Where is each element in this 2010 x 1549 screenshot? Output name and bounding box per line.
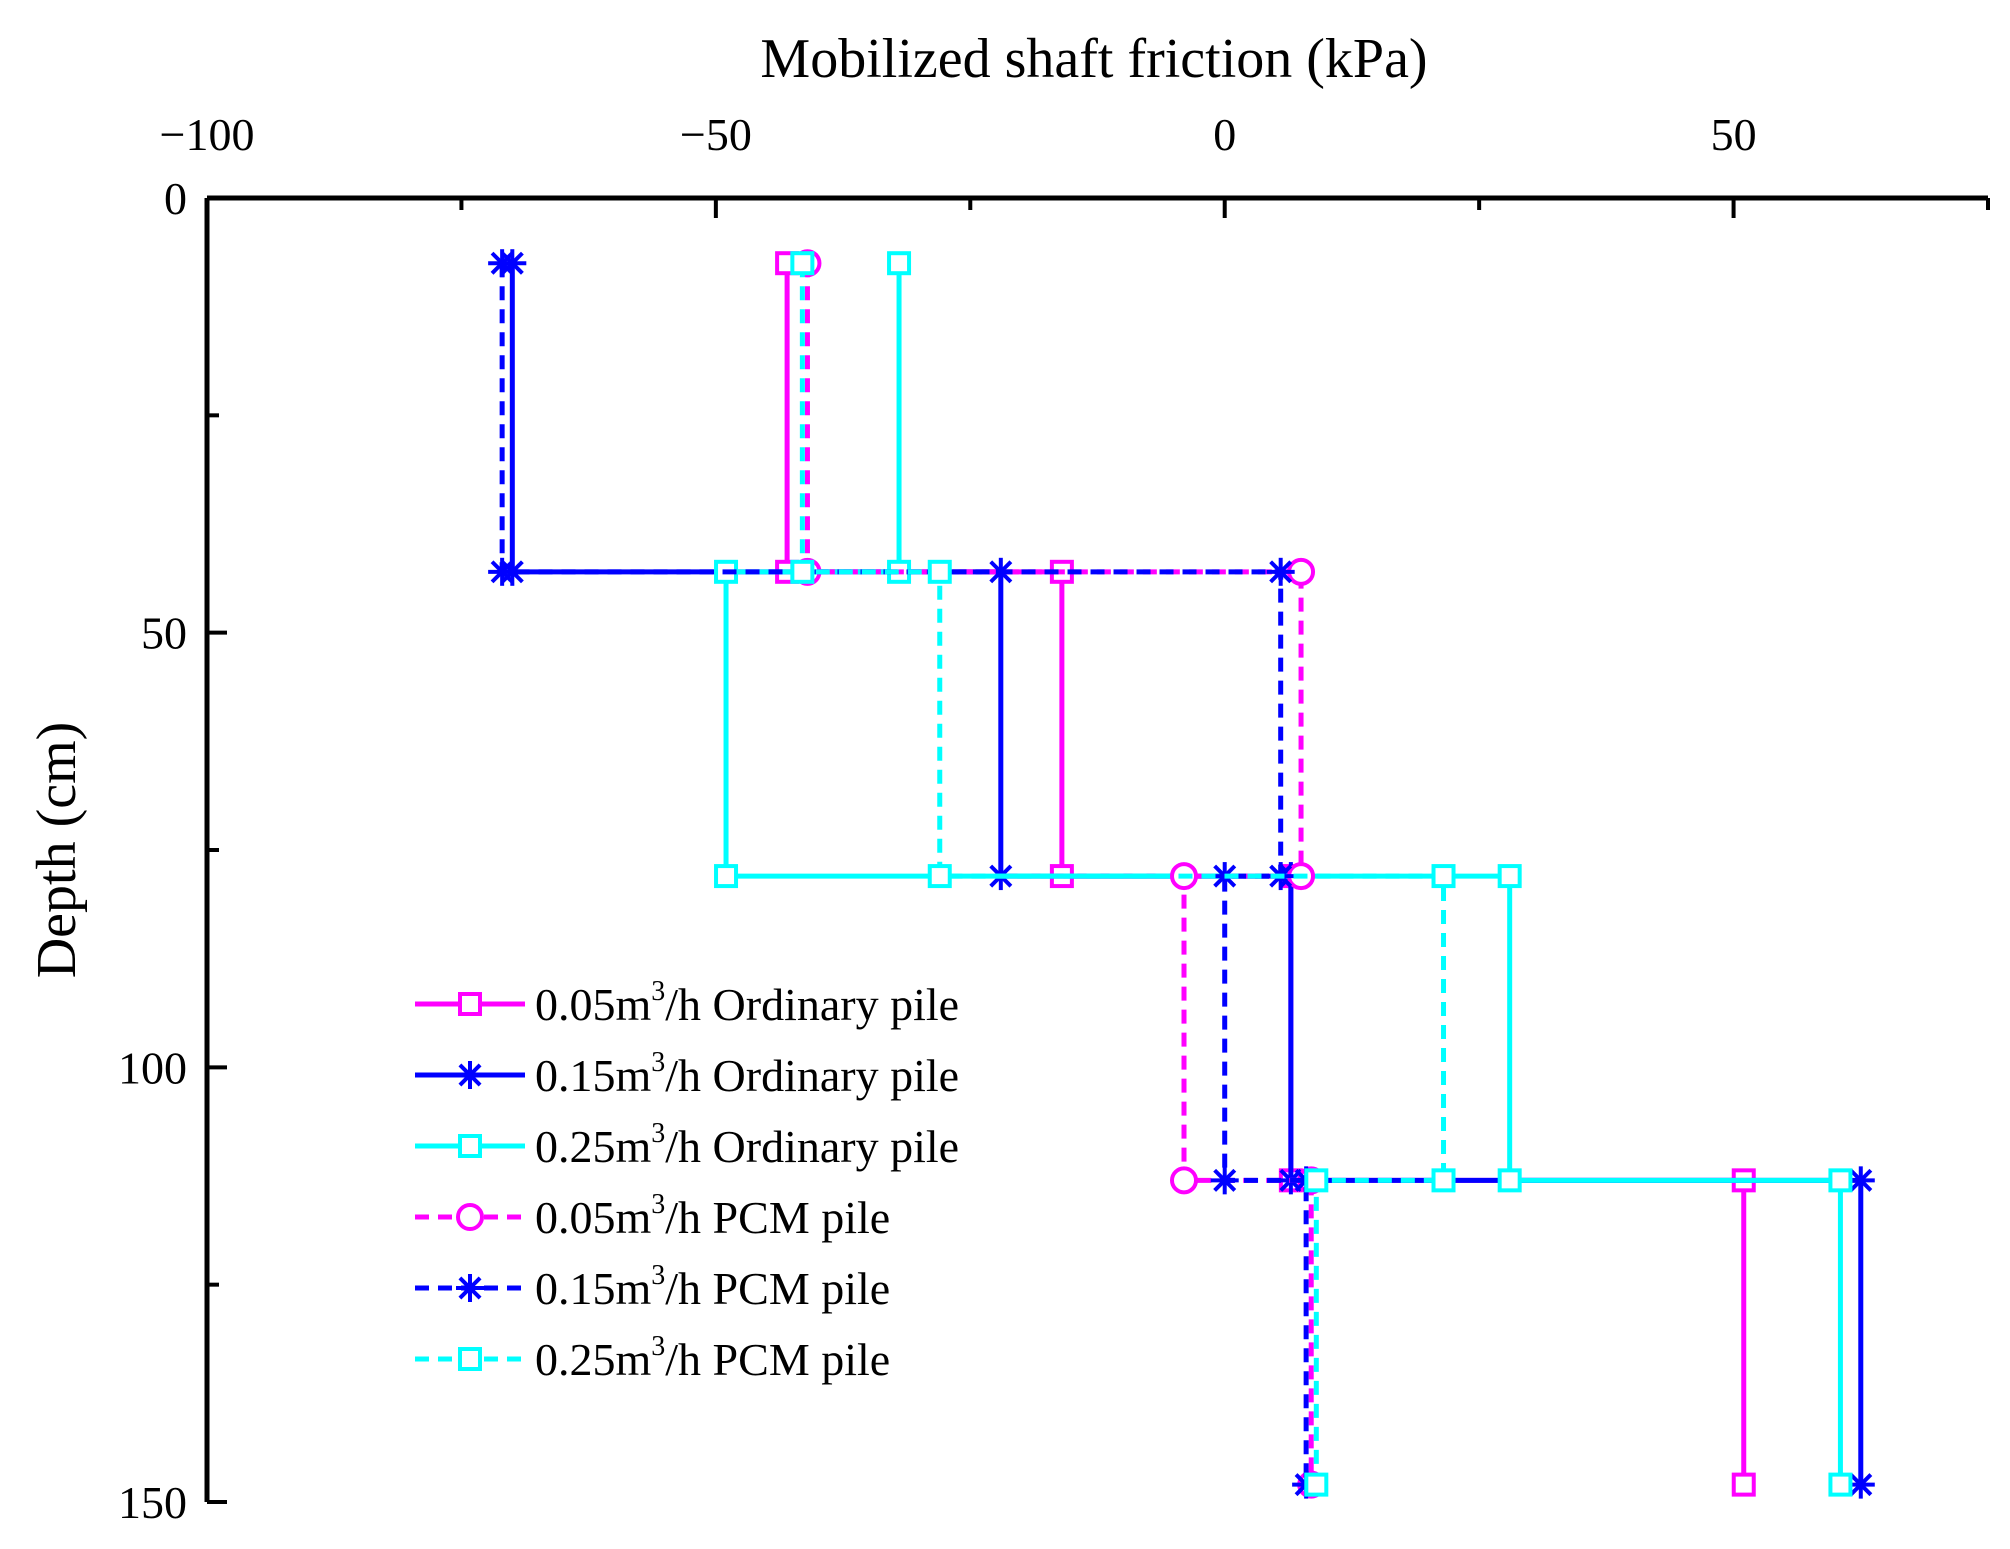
data-point [1266, 557, 1295, 586]
data-point [1431, 1168, 1456, 1193]
y-tick-label: 0 [164, 173, 187, 224]
data-point [1431, 864, 1456, 889]
data-point [1304, 1472, 1329, 1497]
data-point-shape [927, 864, 952, 889]
legend-swatch-marker [456, 1061, 484, 1089]
legend-item: 0.15m3/h Ordinary pile [415, 1047, 959, 1101]
data-point-shape [1431, 1168, 1456, 1193]
x-tick-label: 50 [1711, 109, 1757, 160]
data-point [1828, 1168, 1853, 1193]
legend-swatch-marker-shape [458, 992, 482, 1016]
legend-item: 0.25m3/h Ordinary pile [415, 1118, 959, 1172]
data-point-shape [1304, 1168, 1329, 1193]
x-axis-title: Mobilized shaft friction (kPa) [760, 28, 1427, 90]
data-point [1731, 1472, 1756, 1497]
x-tick-label: −50 [680, 109, 752, 160]
data-point-stroke [1213, 1168, 1237, 1192]
y-axis-title: Depth (cm) [26, 722, 88, 979]
legend-swatch-marker-shape [458, 1347, 482, 1371]
x-tick-label: 0 [1213, 109, 1236, 160]
data-point [1304, 1168, 1329, 1193]
data-point-stroke [490, 560, 514, 584]
data-point-stroke [1849, 1473, 1873, 1497]
legend-swatch-marker-stroke [458, 1063, 482, 1087]
axes: −100 −50 0 50 0 50 100 150 [118, 109, 1990, 1528]
data-point [927, 864, 952, 889]
data-point-shape [927, 559, 952, 584]
legend-item: 0.05m3/h Ordinary pile [415, 976, 959, 1030]
legend-label: 0.25m3/h PCM pile [535, 1331, 890, 1385]
data-point [887, 251, 912, 276]
legend-swatch-marker-shape [456, 1203, 484, 1231]
data-point-stroke [1849, 1168, 1873, 1192]
data-point-shape [714, 864, 739, 889]
legend-item: 0.25m3/h PCM pile [415, 1331, 890, 1385]
legend-swatch-marker [458, 992, 482, 1016]
data-point-shape [1828, 1168, 1853, 1193]
data-point-shape [790, 559, 815, 584]
legend-label: 0.25m3/h Ordinary pile [535, 1118, 959, 1172]
series-line [799, 263, 1447, 1485]
data-point [1170, 1166, 1199, 1195]
data-point [1497, 1168, 1522, 1193]
data-point [790, 559, 815, 584]
y-tick-label: 100 [118, 1042, 187, 1093]
legend-swatch-marker-stroke [458, 1276, 482, 1300]
series-layer [488, 249, 1875, 1499]
data-point-shape [1497, 1168, 1522, 1193]
legend-label: 0.05m3/h Ordinary pile [535, 976, 959, 1030]
data-point [1828, 1472, 1853, 1497]
data-point-shape [1431, 864, 1456, 889]
data-point-shape [1170, 1166, 1199, 1195]
legend-swatch-marker [456, 1274, 484, 1302]
x-tick-label: −100 [160, 109, 255, 160]
data-point [488, 249, 517, 278]
data-point [1846, 1166, 1875, 1195]
y-tick-label: 50 [141, 608, 187, 659]
legend-swatch-marker-shape [458, 1134, 482, 1158]
data-point-stroke [490, 251, 514, 275]
legend-label: 0.15m3/h Ordinary pile [535, 1047, 959, 1101]
data-point [927, 559, 952, 584]
legend-swatch-marker [458, 1134, 482, 1158]
legend-swatch-marker [456, 1203, 484, 1231]
data-point-shape [1497, 864, 1522, 889]
data-point-shape [1731, 1472, 1756, 1497]
series-6 [790, 251, 1456, 1497]
data-point [488, 557, 517, 586]
data-point-shape [1828, 1472, 1853, 1497]
data-point-shape [1304, 1472, 1329, 1497]
series-line [804, 263, 1314, 1485]
legend-item: 0.05m3/h PCM pile [415, 1189, 890, 1243]
data-point [790, 251, 815, 276]
legend-swatch-marker [458, 1347, 482, 1371]
legend-label: 0.05m3/h PCM pile [535, 1189, 890, 1243]
data-point [714, 864, 739, 889]
legend-label: 0.15m3/h PCM pile [535, 1260, 890, 1314]
legend-item: 0.15m3/h PCM pile [415, 1260, 890, 1314]
data-point-shape [790, 251, 815, 276]
data-point-shape [887, 251, 912, 276]
y-tick-label: 150 [118, 1477, 187, 1528]
data-point [1497, 864, 1522, 889]
data-point [1210, 1166, 1239, 1195]
legend: 0.05m3/h Ordinary pile 0.15m3/h Ordinary … [415, 976, 959, 1385]
data-point-stroke [1269, 560, 1293, 584]
